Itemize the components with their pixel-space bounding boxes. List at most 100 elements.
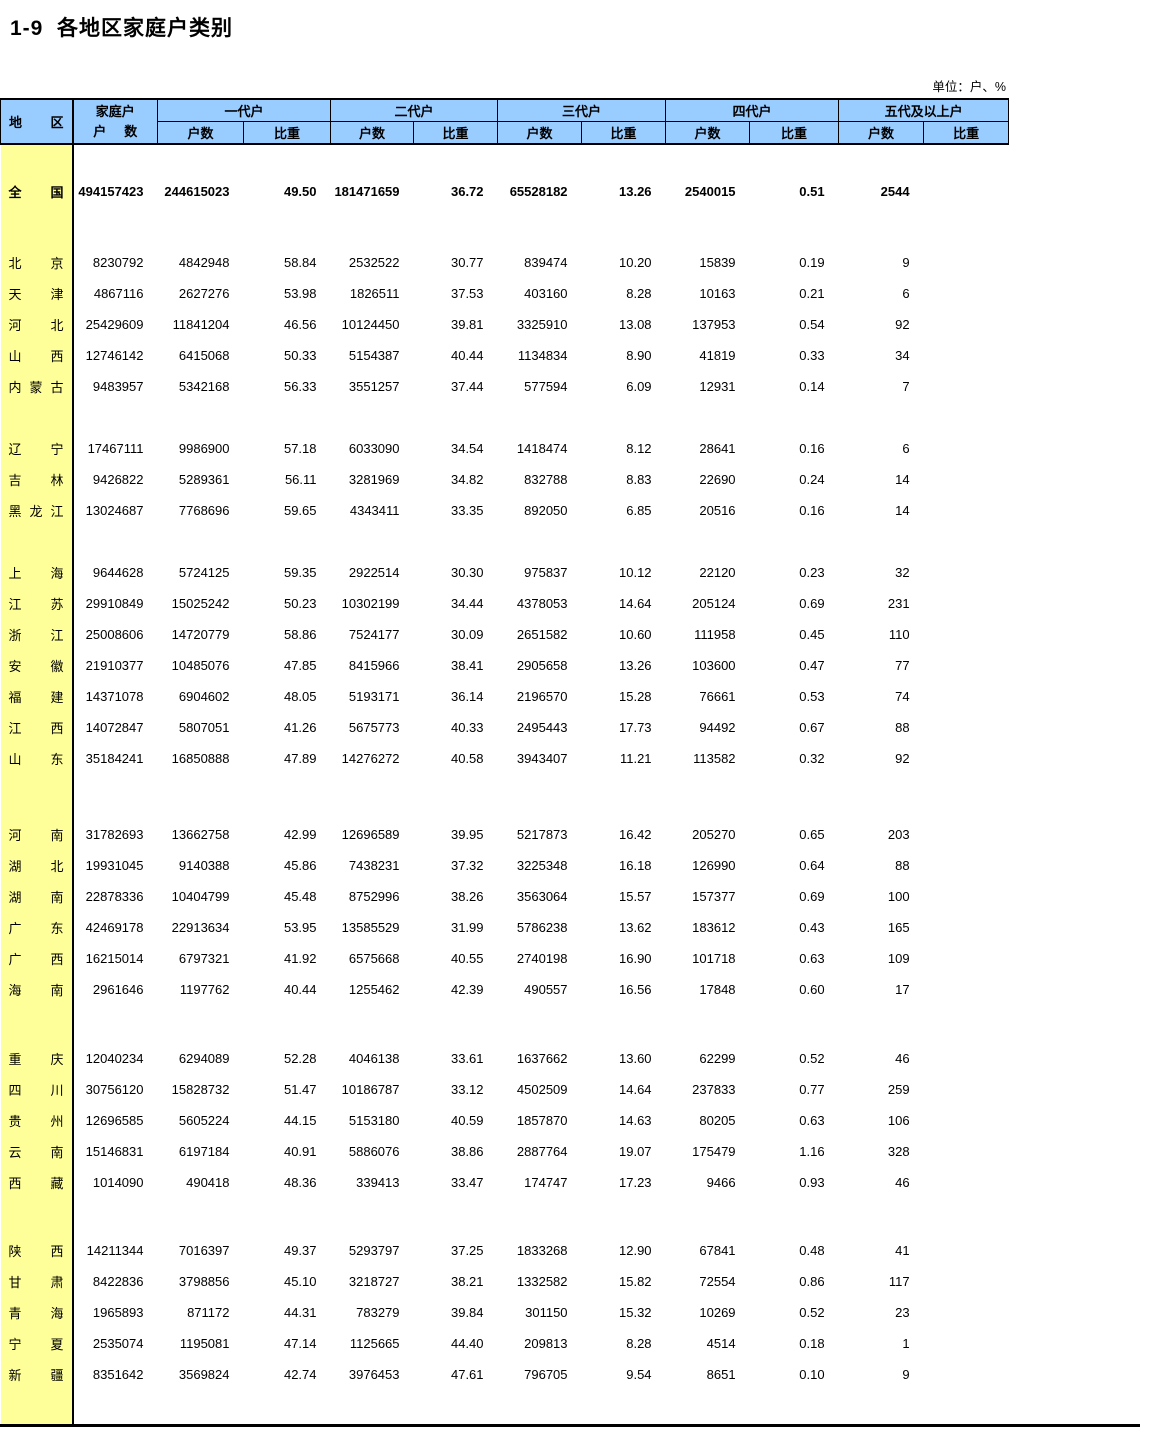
subheader-share: 比重 xyxy=(242,121,332,145)
data-cell: 5886076 xyxy=(348,1144,400,1159)
data-cell: 16.18 xyxy=(619,858,652,873)
data-cell xyxy=(924,850,1009,881)
data-cell: 577594 xyxy=(524,379,568,394)
data-cell: 8351642 xyxy=(92,1367,144,1382)
data-cell: 44.40 xyxy=(450,1336,484,1351)
data-cell: 21910377 xyxy=(85,658,144,673)
data-cell: 48.36 xyxy=(283,1175,317,1190)
data-cell: 244615023 xyxy=(164,184,230,199)
data-cell: 39.81 xyxy=(450,317,484,332)
subheader-share: 比重 xyxy=(413,121,499,145)
data-cell: 9140388 xyxy=(178,858,230,873)
data-cell: 40.91 xyxy=(283,1144,317,1159)
data-cell: 46.56 xyxy=(283,317,317,332)
data-cell: 28641 xyxy=(699,441,736,456)
data-cell: 0.10 xyxy=(799,1367,825,1382)
data-cell: 45.48 xyxy=(283,889,317,904)
table-row: 上海 9644628 5724125 59.35 2922514 30.30 975837 1… xyxy=(0,557,1009,588)
data-cell xyxy=(924,681,1009,712)
data-cell: 13585529 xyxy=(341,920,400,935)
data-cell: 0.18 xyxy=(799,1336,825,1351)
data-cell: 0.60 xyxy=(799,982,825,997)
data-cell: 0.14 xyxy=(799,379,825,394)
data-cell: 16850888 xyxy=(171,751,230,766)
data-cell: 5675773 xyxy=(348,720,400,735)
data-cell: 17.73 xyxy=(619,720,652,735)
data-cell: 1014090 xyxy=(92,1175,144,1190)
data-cell: 0.33 xyxy=(799,348,825,363)
data-cell: 34.54 xyxy=(450,441,484,456)
data-cell: 6415068 xyxy=(178,348,230,363)
region-header-label: 地区 xyxy=(9,115,64,130)
data-cell: 8230792 xyxy=(92,255,144,270)
table-row: 安徽 21910377 10485076 47.85 8415966 38.41 29056… xyxy=(0,650,1009,681)
data-cell: 5807051 xyxy=(178,720,230,735)
column-header-two-generation: 二代户 xyxy=(330,98,499,122)
data-cell: 1197762 xyxy=(179,982,230,997)
data-cell: 14371078 xyxy=(85,689,144,704)
data-cell: 7016397 xyxy=(178,1243,230,1258)
data-cell: 45.10 xyxy=(283,1274,317,1289)
data-cell xyxy=(924,176,1009,207)
table-row: 西藏 1014090 490418 48.36 339413 33.47 174747 17.… xyxy=(0,1167,1009,1198)
data-cell: 1.16 xyxy=(799,1144,825,1159)
table-row: 海南 2961646 1197762 40.44 1255462 42.39 490557 1… xyxy=(0,974,1009,1005)
column-header-three-generation: 三代户 xyxy=(497,98,667,122)
data-cell: 6797321 xyxy=(178,951,230,966)
data-cell: 37.32 xyxy=(450,858,484,873)
data-cell: 490557 xyxy=(524,982,568,997)
table-row: 贵州 12696585 5605224 44.15 5153180 40.59 185787… xyxy=(0,1105,1009,1136)
data-cell: 126990 xyxy=(692,858,736,873)
data-cell: 490418 xyxy=(186,1175,230,1190)
table-row: 重庆 12040234 6294089 52.28 4046138 33.61 163766… xyxy=(0,1043,1009,1074)
data-cell: 76661 xyxy=(699,689,736,704)
spacer-row xyxy=(0,207,1009,247)
total-header-line2: 户数 xyxy=(93,124,138,139)
data-cell: 205270 xyxy=(692,827,736,842)
data-cell: 74 xyxy=(895,689,910,704)
data-cell: 8.28 xyxy=(626,286,652,301)
subheader-share: 比重 xyxy=(581,121,667,145)
data-cell: 6.09 xyxy=(626,379,652,394)
data-cell: 94492 xyxy=(699,720,736,735)
table-row: 全国 494157423 244615023 49.50 181471659 36.72 6… xyxy=(0,176,1009,207)
data-cell: 9466 xyxy=(706,1175,736,1190)
data-cell: 9644628 xyxy=(92,565,144,580)
data-cell: 259 xyxy=(887,1082,910,1097)
data-cell: 37.44 xyxy=(450,379,484,394)
data-cell: 339413 xyxy=(356,1175,400,1190)
subheader-count: 户数 xyxy=(665,121,751,145)
data-cell: 2961646 xyxy=(92,982,144,997)
data-cell: 14.64 xyxy=(619,596,652,611)
data-cell: 44.15 xyxy=(283,1113,317,1128)
region-name: 西藏 xyxy=(0,1167,74,1198)
table-row: 四川 30756120 15828732 51.47 10186787 33.12 4502… xyxy=(0,1074,1009,1105)
column-header-total-households: 家庭户 户数 xyxy=(72,98,158,145)
table-row: 河南 31782693 13662758 42.99 12696589 39.95 5217… xyxy=(0,819,1009,850)
data-cell: 52.28 xyxy=(283,1051,317,1066)
table-row: 河北 25429609 11841204 46.56 10124450 39.81 3325… xyxy=(0,309,1009,340)
data-cell: 6197184 xyxy=(178,1144,230,1159)
region-name: 四川 xyxy=(0,1074,74,1105)
subheader-share: 比重 xyxy=(749,121,840,145)
region-name: 新疆 xyxy=(0,1359,74,1390)
data-cell: 4514 xyxy=(706,1336,736,1351)
data-cell: 2544 xyxy=(880,184,910,199)
data-cell: 0.32 xyxy=(799,751,825,766)
data-cell: 11.21 xyxy=(619,751,652,766)
data-cell: 1418474 xyxy=(516,441,568,456)
data-cell: 6904602 xyxy=(178,689,230,704)
data-cell: 13.60 xyxy=(619,1051,652,1066)
data-cell: 2651582 xyxy=(516,627,568,642)
data-cell: 3218727 xyxy=(348,1274,400,1289)
region-name: 福建 xyxy=(0,681,74,712)
spacer-row xyxy=(0,1005,1009,1043)
data-cell: 47.61 xyxy=(450,1367,484,1382)
data-cell: 15839 xyxy=(699,255,736,270)
data-cell: 25429609 xyxy=(85,317,144,332)
data-cell: 10.20 xyxy=(619,255,652,270)
data-cell: 975837 xyxy=(524,565,568,580)
data-cell xyxy=(924,881,1009,912)
data-cell: 77 xyxy=(895,658,910,673)
data-cell xyxy=(924,309,1009,340)
